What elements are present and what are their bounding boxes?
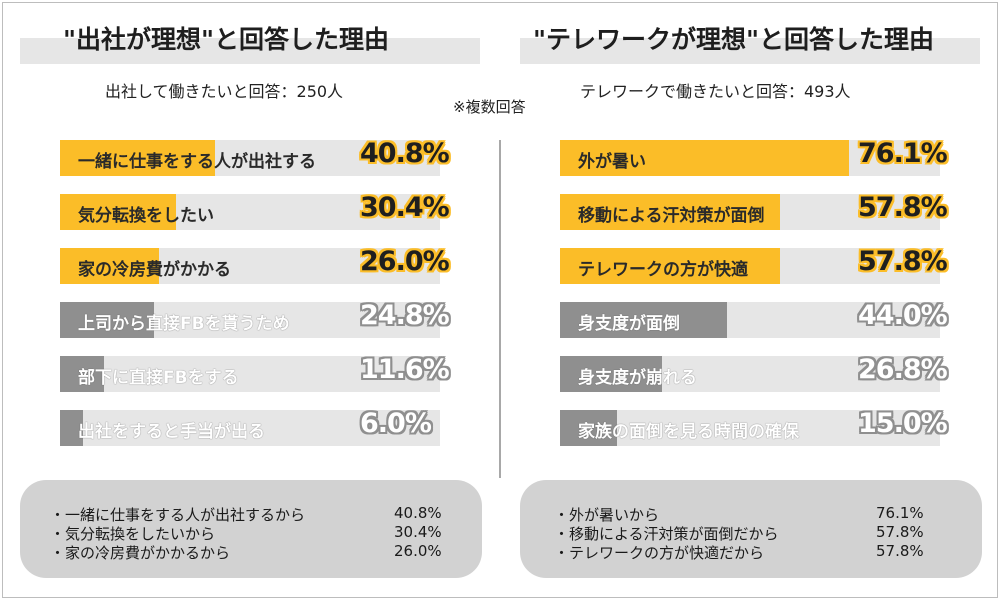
office-summary-box: ・一緒に仕事をする人が出社するから 40.8% ・気分転換をしたいから 30.4% ・家… bbox=[20, 480, 482, 578]
center-divider bbox=[499, 140, 501, 478]
bar-label: 出社をすると手当が出る bbox=[78, 422, 265, 442]
bar-fill bbox=[60, 248, 159, 284]
bar-fill bbox=[560, 194, 780, 230]
bar-fill bbox=[60, 302, 155, 338]
multiple-answer-note: ※複数回答 bbox=[453, 98, 526, 116]
office-bar-row: 家の冷房費がかかる 26.0% bbox=[60, 246, 450, 284]
bar-value-label: 76.1% bbox=[858, 138, 948, 169]
telework-bar-row: 家族の面倒を見る時間の確保 15.0% bbox=[560, 408, 948, 446]
bar-fill bbox=[60, 140, 216, 176]
telework-title: "テレワークが理想"と回答した理由 bbox=[533, 25, 935, 54]
office-bar-row: 出社をすると手当が出る 6.0% bbox=[60, 408, 440, 446]
bar-value-label: 11.6% bbox=[360, 354, 450, 385]
office-subtitle: 出社して働きたいと回答：250人 bbox=[105, 82, 344, 101]
bar-label: 気分転換をしたい bbox=[78, 206, 214, 226]
telework-panel: "テレワークが理想"と回答した理由 テレワークで働きたいと回答：493人 bbox=[520, 25, 980, 101]
telework-bar-row: 身支度が面倒 44.0% bbox=[560, 300, 948, 338]
bar-track bbox=[60, 410, 440, 446]
telework-title-bar bbox=[520, 38, 980, 64]
summary-reason: ・一緒に仕事をする人が出社するから bbox=[50, 506, 306, 524]
summary-percent: 76.1% bbox=[876, 504, 924, 522]
bar-track bbox=[560, 410, 940, 446]
telework-summary-box: ・外が暑いから 76.1% ・移動による汗対策が面倒だから 57.8% ・テレワークの方… bbox=[520, 480, 982, 578]
office-title-bar bbox=[20, 38, 480, 64]
summary-percent: 57.8% bbox=[876, 542, 924, 560]
bar-fill bbox=[60, 194, 176, 230]
bar-label: 移動による汗対策が面倒 bbox=[578, 206, 765, 226]
bar-value-label: 57.8% bbox=[858, 192, 948, 223]
summary-reason: ・家の冷房費がかかるから bbox=[50, 544, 231, 562]
bar-value-label: 40.8% bbox=[360, 138, 450, 169]
bar-label: 外が暑い bbox=[578, 152, 646, 172]
bar-value-label: 26.0% bbox=[360, 246, 450, 277]
bar-value-label: 15.0% bbox=[858, 408, 948, 439]
office-bar-row: 部下に直接FBをする 11.6% bbox=[60, 354, 450, 392]
bar-label: 家族の面倒を見る時間の確保 bbox=[578, 422, 799, 442]
summary-reason: ・外が暑いから bbox=[554, 506, 660, 524]
bar-fill bbox=[60, 356, 105, 392]
summary-percent: 26.0% bbox=[394, 542, 442, 560]
bar-value-label: 6.0% bbox=[360, 408, 432, 439]
telework-subtitle: テレワークで働きたいと回答：493人 bbox=[580, 82, 851, 101]
bar-label: 身支度が面倒 bbox=[578, 314, 680, 334]
summary-percent: 57.8% bbox=[876, 523, 924, 541]
bar-value-label: 57.8% bbox=[858, 246, 948, 277]
summary-percent: 40.8% bbox=[394, 504, 442, 522]
bar-track bbox=[60, 356, 440, 392]
bar-fill bbox=[560, 302, 728, 338]
bar-label: 身支度が崩れる bbox=[578, 368, 697, 388]
office-title: "出社が理想"と回答した理由 bbox=[63, 25, 390, 54]
office-panel: "出社が理想"と回答した理由 出社して働きたいと回答：250人 bbox=[20, 25, 480, 101]
bar-value-label: 26.8% bbox=[858, 354, 948, 385]
office-bar-row: 気分転換をしたい 30.4% bbox=[60, 192, 450, 230]
bar-fill bbox=[560, 356, 662, 392]
office-bar-row: 上司から直接FBを貰うため 24.8% bbox=[60, 300, 450, 338]
office-bar-row: 一緒に仕事をする人が出社する 40.8% bbox=[60, 138, 450, 176]
bar-label: 上司から直接FBを貰うため bbox=[78, 314, 290, 334]
summary-reason: ・気分転換をしたいから bbox=[50, 525, 216, 543]
bar-label: 家の冷房費がかかる bbox=[78, 260, 231, 280]
bar-label: 部下に直接FBをする bbox=[78, 368, 239, 388]
summary-reason: ・テレワークの方が快適だから bbox=[554, 544, 765, 562]
bar-fill bbox=[60, 410, 83, 446]
telework-bar-row: 外が暑い 76.1% bbox=[560, 138, 948, 176]
summary-reason: ・移動による汗対策が面倒だから bbox=[554, 525, 779, 543]
bar-value-label: 44.0% bbox=[858, 300, 948, 331]
telework-bar-row: 身支度が崩れる 26.8% bbox=[560, 354, 948, 392]
summary-percent: 30.4% bbox=[394, 523, 442, 541]
bar-fill bbox=[560, 410, 617, 446]
bar-value-label: 30.4% bbox=[360, 192, 450, 223]
telework-bar-row: 移動による汗対策が面倒 57.8% bbox=[560, 192, 948, 230]
bar-fill bbox=[560, 140, 850, 176]
bar-label: 一緒に仕事をする人が出社する bbox=[78, 152, 316, 172]
bar-label: テレワークの方が快適 bbox=[578, 260, 748, 280]
bar-fill bbox=[560, 248, 780, 284]
bar-value-label: 24.8% bbox=[360, 300, 450, 331]
telework-bar-row: テレワークの方が快適 57.8% bbox=[560, 246, 948, 284]
